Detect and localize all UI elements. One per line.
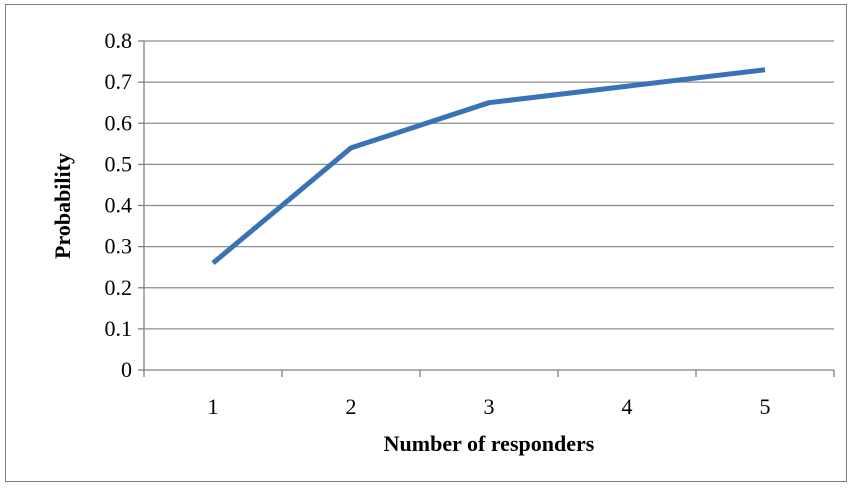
series-group [211,67,766,265]
x-tick-label-1: 2 [346,394,357,419]
y-tick-label-7: 0.7 [105,69,133,94]
y-tick-label-8: 0.8 [105,28,133,53]
y-tick-label-1: 0.1 [105,316,133,341]
y-axis-title: Probability [50,153,75,259]
y-tick-labels: 0 0.1 0.2 0.3 0.4 0.5 0.6 0.7 0.8 [105,28,133,382]
x-tick-label-2: 3 [484,394,495,419]
y-tick-label-6: 0.6 [105,110,133,135]
y-tick-label-3: 0.3 [105,234,133,259]
x-axis-title: Number of responders [384,431,595,456]
gridlines [144,40,834,330]
y-tick-label-5: 0.5 [105,151,133,176]
x-tick-label-0: 1 [208,394,219,419]
series-line-0 [211,67,766,265]
chart-frame [5,4,847,482]
y-tick-label-4: 0.4 [105,193,133,218]
x-tick-label-4: 5 [760,394,771,419]
x-tick-label-3: 4 [622,394,633,419]
axes [138,40,835,377]
y-tick-label-0: 0 [121,357,132,382]
x-tick-labels: 1 2 3 4 5 [208,394,771,419]
y-tick-label-2: 0.2 [105,275,133,300]
